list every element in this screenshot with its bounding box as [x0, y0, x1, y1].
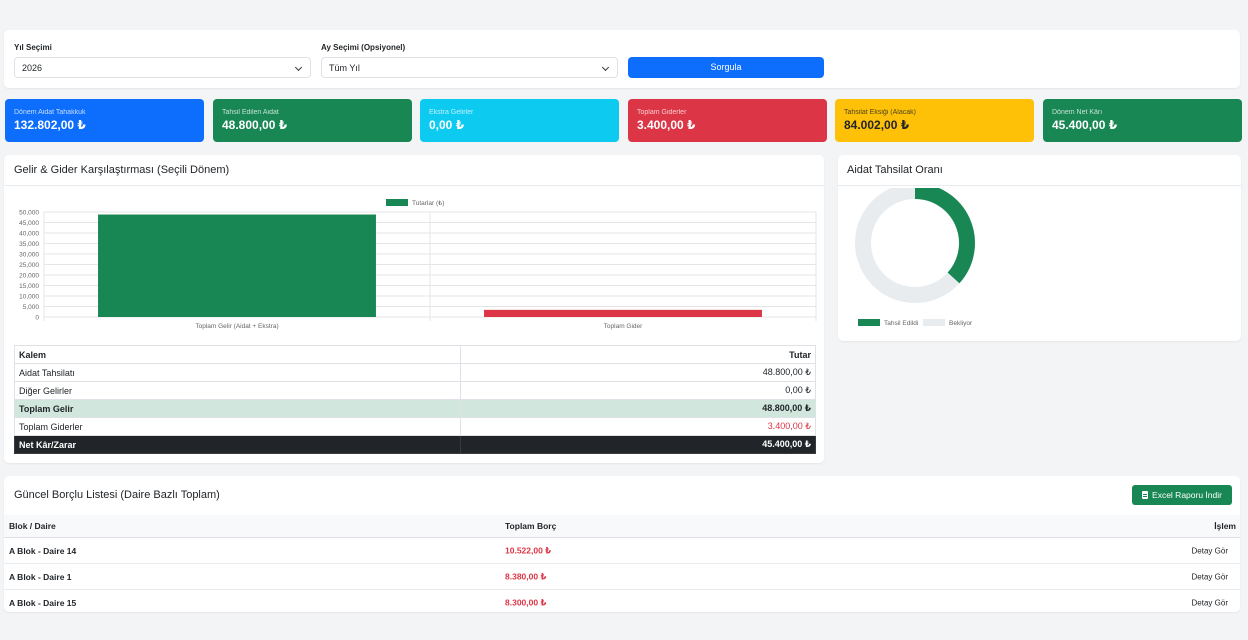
donut-slice	[915, 191, 967, 278]
stat-value: 84.002,00 ₺	[844, 118, 1025, 132]
stat-card-accrual: Dönem Aidat Tahakkuk 132.802,00 ₺	[5, 99, 204, 142]
y-tick-label: 15,000	[19, 283, 39, 290]
y-tick-label: 0	[35, 315, 39, 322]
stat-value: 48.800,00 ₺	[222, 118, 403, 132]
y-tick-label: 40,000	[19, 231, 39, 238]
column-header: Kalem	[15, 346, 461, 364]
row-label: Toplam Gelir	[15, 400, 461, 418]
row-value: 45.400,00 ₺	[460, 436, 815, 454]
query-button[interactable]: Sorgula	[628, 57, 824, 78]
card-title: Güncel Borçlu Listesi (Daire Bazlı Topla…	[14, 489, 220, 501]
card-title: Gelir & Gider Karşılaştırması (Seçili Dö…	[14, 164, 229, 176]
stat-value: 0,00 ₺	[429, 118, 610, 132]
legend-label: Tahsil Edildi	[884, 320, 918, 327]
stat-value: 45.400,00 ₺	[1052, 118, 1233, 132]
detail-link[interactable]: Detay Gör	[1192, 598, 1228, 607]
y-tick-label: 45,000	[19, 220, 39, 227]
row-label: Net Kâr/Zarar	[15, 436, 461, 454]
table-header-row: Kalem Tutar	[15, 346, 816, 364]
table-row: A Blok - Daire 14 10.522,00 ₺ Detay Gör	[4, 538, 1240, 564]
column-header: Blok / Daire	[9, 521, 56, 531]
legend-label: Bekliyor	[949, 320, 973, 327]
stat-card-extra-income: Ekstra Gelirler 0,00 ₺	[420, 99, 619, 142]
year-select-label: Yıl Seçimi	[14, 43, 52, 52]
stat-value: 132.802,00 ₺	[14, 118, 195, 132]
detail-link[interactable]: Detay Gör	[1192, 546, 1228, 555]
collection-rate-card: Aidat Tahsilat Oranı Tahsil Edildi Bekliy…	[838, 155, 1241, 341]
month-select[interactable]: Tüm Yıl	[321, 57, 618, 78]
y-tick-label: 10,000	[19, 294, 39, 301]
debtors-card: Güncel Borçlu Listesi (Daire Bazlı Topla…	[4, 476, 1240, 612]
x-tick-label: Toplam Gider	[604, 323, 643, 330]
y-tick-label: 20,000	[19, 273, 39, 280]
y-tick-label: 5,000	[23, 304, 40, 311]
table-row-total: Toplam Gelir 48.800,00 ₺	[15, 400, 816, 418]
row-value: 48.800,00 ₺	[460, 400, 815, 418]
income-expense-card: Gelir & Gider Karşılaştırması (Seçili Dö…	[4, 155, 824, 463]
row-label: Aidat Tahsilatı	[15, 364, 461, 382]
debt-amount: 10.522,00 ₺	[505, 545, 551, 556]
column-header: Tutar	[460, 346, 815, 364]
file-excel-icon	[1142, 491, 1148, 499]
y-tick-label: 35,000	[19, 241, 39, 248]
bar-chart: 0 5,000 10,000 15,000 20,000 25,000 30,000 35,0…	[4, 190, 824, 340]
year-select[interactable]: 2026	[14, 57, 311, 78]
bar	[484, 310, 762, 317]
legend-swatch	[386, 199, 408, 206]
chevron-down-icon	[295, 64, 302, 71]
stat-label: Dönem Net Kârı	[1052, 109, 1233, 116]
stat-label: Toplam Giderler	[637, 109, 818, 116]
y-tick-label: 30,000	[19, 252, 39, 259]
y-tick-label: 50,000	[19, 210, 39, 217]
divider	[4, 185, 824, 186]
divider	[838, 185, 1241, 186]
stat-value: 3.400,00 ₺	[637, 118, 818, 132]
unit-name: A Blok - Daire 14	[9, 546, 76, 556]
unit-name: A Blok - Daire 15	[9, 598, 76, 608]
stat-card-net-profit: Dönem Net Kârı 45.400,00 ₺	[1043, 99, 1242, 142]
debt-amount: 8.300,00 ₺	[505, 597, 546, 608]
table-row: A Blok - Daire 1 8.380,00 ₺ Detay Gör	[4, 564, 1240, 590]
card-title: Aidat Tahsilat Oranı	[847, 164, 943, 176]
table-row-net: Net Kâr/Zarar 45.400,00 ₺	[15, 436, 816, 454]
column-header: Toplam Borç	[505, 521, 556, 531]
stat-label: Tahsilat Eksiği (Alacak)	[844, 109, 1025, 116]
row-value: 48.800,00 ₺	[460, 364, 815, 382]
y-tick-label: 25,000	[19, 262, 39, 269]
row-value: 3.400,00 ₺	[460, 418, 815, 436]
summary-table: Kalem Tutar Aidat Tahsilatı 48.800,00 ₺ …	[14, 345, 816, 454]
legend-swatch	[858, 319, 880, 326]
row-label: Diğer Gelirler	[15, 382, 461, 400]
column-header: İşlem	[1214, 521, 1236, 531]
stat-label: Dönem Aidat Tahakkuk	[14, 109, 195, 116]
table-row: Aidat Tahsilatı 48.800,00 ₺	[15, 364, 816, 382]
stat-label: Tahsil Edilen Aidat	[222, 109, 403, 116]
bar	[98, 215, 376, 317]
x-tick-label: Toplam Gelir (Aidat + Ekstra)	[195, 323, 278, 330]
stat-card-expenses: Toplam Giderler 3.400,00 ₺	[628, 99, 827, 142]
excel-export-label: Excel Raporu İndir	[1152, 490, 1222, 500]
table-row: Diğer Gelirler 0,00 ₺	[15, 382, 816, 400]
detail-link[interactable]: Detay Gör	[1192, 572, 1228, 581]
month-select-label: Ay Seçimi (Opsiyonel)	[321, 43, 405, 52]
chevron-down-icon	[602, 64, 609, 71]
legend-swatch	[923, 319, 945, 326]
row-value: 0,00 ₺	[460, 382, 815, 400]
unit-name: A Blok - Daire 1	[9, 572, 72, 582]
row-label: Toplam Giderler	[15, 418, 461, 436]
filter-card: Yıl Seçimi 2026 Ay Seçimi (Opsiyonel) Tü…	[4, 30, 1240, 88]
stat-card-collected: Tahsil Edilen Aidat 48.800,00 ₺	[213, 99, 412, 142]
donut-chart: Tahsil Edildi Bekliyor	[838, 188, 1241, 338]
table-row: A Blok - Daire 15 8.300,00 ₺ Detay Gör	[4, 590, 1240, 612]
month-select-value: Tüm Yıl	[329, 63, 360, 73]
year-select-value: 2026	[22, 63, 42, 73]
stat-label: Ekstra Gelirler	[429, 109, 610, 116]
debt-amount: 8.380,00 ₺	[505, 571, 546, 582]
table-header-row: Blok / Daire Toplam Borç İşlem	[4, 515, 1240, 538]
stat-card-receivable: Tahsilat Eksiği (Alacak) 84.002,00 ₺	[835, 99, 1034, 142]
table-row: Toplam Giderler 3.400,00 ₺	[15, 418, 816, 436]
excel-export-button[interactable]: Excel Raporu İndir	[1132, 485, 1232, 505]
legend-label: Tutarlar (₺)	[412, 200, 444, 207]
